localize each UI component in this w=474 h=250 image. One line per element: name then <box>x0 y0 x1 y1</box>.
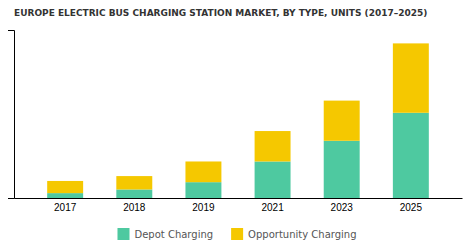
chart: EUROPE ELECTRIC BUS CHARGING STATION MAR… <box>0 0 474 250</box>
y-axis-line <box>8 31 15 199</box>
series <box>47 43 429 193</box>
x-tick-label: 2023 <box>331 202 354 213</box>
bar <box>47 181 83 193</box>
legend: Depot Charging Opportunity Charging <box>117 228 356 240</box>
x-tick-label: 2025 <box>400 202 423 213</box>
x-tick-label: 2017 <box>54 202 77 213</box>
x-tick-label: 2021 <box>261 202 284 213</box>
x-tick-label: 2019 <box>192 202 215 213</box>
legend-label: Opportunity Charging <box>248 229 356 240</box>
bar <box>393 43 429 112</box>
bar <box>185 161 221 182</box>
bar <box>47 193 83 198</box>
bar <box>116 176 152 189</box>
plot: 2017 2018 2019 2021 2023 2025 <box>8 31 463 214</box>
bar <box>255 161 291 198</box>
x-axis-line <box>15 198 463 199</box>
bars <box>47 43 429 198</box>
legend-item: Opportunity Charging <box>231 228 356 240</box>
bar <box>324 101 360 141</box>
bar <box>116 189 152 198</box>
bar <box>185 182 221 198</box>
x-tick: 2021 <box>261 202 284 213</box>
bar <box>393 113 429 198</box>
x-tick: 2019 <box>192 202 215 213</box>
legend-label: Depot Charging <box>134 229 213 240</box>
x-tick: 2017 <box>54 202 77 213</box>
legend-swatch <box>231 228 243 240</box>
title: EUROPE ELECTRIC BUS CHARGING STATION MAR… <box>14 8 427 18</box>
x-tick: 2025 <box>400 202 423 213</box>
x-tick: 2018 <box>123 202 146 213</box>
bar <box>255 131 291 161</box>
x-axis: 2017 2018 2019 2021 2023 2025 <box>15 199 463 214</box>
x-tick: 2023 <box>331 202 354 213</box>
bar <box>324 141 360 198</box>
series <box>47 113 429 198</box>
y-axis <box>8 31 15 199</box>
legend-item: Depot Charging <box>117 228 213 240</box>
x-tick-label: 2018 <box>123 202 146 213</box>
legend-swatch <box>117 228 129 240</box>
